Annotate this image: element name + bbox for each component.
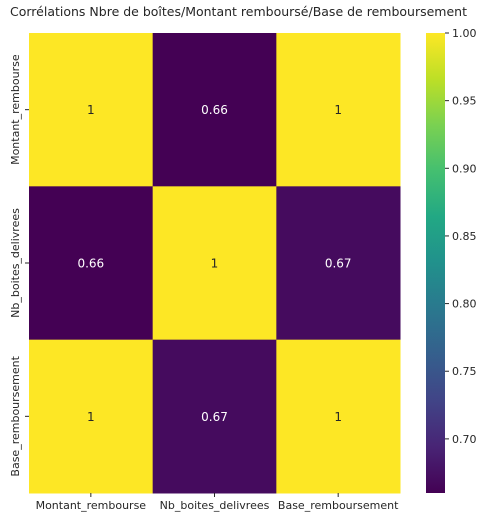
colorbar-tick-label: 0.75 bbox=[452, 365, 477, 378]
row-tick-label: Nb_boites_delivrees bbox=[9, 208, 22, 318]
column-tick-label: Nb_boites_delivrees bbox=[160, 499, 270, 512]
cell-value-label: 1 bbox=[87, 410, 95, 424]
colorbar-tick-label: 0.95 bbox=[452, 95, 477, 108]
cell-value-label: 0.66 bbox=[77, 256, 104, 270]
heatmap-cell bbox=[29, 339, 154, 494]
heatmap-cell bbox=[152, 186, 277, 341]
cell-value-label: 1 bbox=[211, 256, 219, 270]
colorbar-tick-label: 0.80 bbox=[452, 298, 477, 311]
column-labels: Montant_rembourse Nb_boites_delivrees Base… bbox=[36, 492, 399, 512]
column-tick-label: Montant_rembourse bbox=[36, 499, 147, 512]
cell-value-label: 1 bbox=[334, 410, 342, 424]
colorbar-tick-label: 0.70 bbox=[452, 433, 477, 446]
row-tick-label: Montant_rembourse bbox=[9, 54, 22, 165]
cell-value-label: 0.67 bbox=[325, 256, 352, 270]
cell-value-label: 1 bbox=[87, 103, 95, 117]
heatmap-cell bbox=[276, 186, 401, 341]
heatmap-cell bbox=[152, 33, 277, 187]
colorbar bbox=[426, 33, 445, 493]
colorbar-ticks: 1.00 0.95 0.90 0.85 0.80 0.75 0.70 bbox=[445, 27, 477, 446]
cell-value-label: 0.66 bbox=[201, 103, 228, 117]
heatmap-cells: 1 0.66 1 0.66 1 0.67 1 0.67 1 bbox=[29, 33, 401, 494]
row-labels: Montant_rembourse Nb_boites_delivrees Base… bbox=[9, 54, 29, 477]
colorbar-tick-label: 1.00 bbox=[452, 27, 477, 40]
heatmap-cell bbox=[29, 33, 154, 187]
colorbar-tick-label: 0.90 bbox=[452, 162, 477, 175]
colorbar-tick-label: 0.85 bbox=[452, 230, 477, 243]
heatmap-cell bbox=[152, 339, 277, 494]
heatmap-cell bbox=[29, 186, 154, 341]
cell-value-label: 0.67 bbox=[201, 410, 228, 424]
column-tick-label: Base_remboursement bbox=[278, 499, 399, 512]
heatmap-cell bbox=[276, 33, 401, 187]
heatmap-cell bbox=[276, 339, 401, 494]
row-tick-label: Base_remboursement bbox=[9, 355, 22, 476]
cell-value-label: 1 bbox=[334, 103, 342, 117]
chart-title: Corrélations Nbre de boîtes/Montant remb… bbox=[10, 4, 467, 19]
